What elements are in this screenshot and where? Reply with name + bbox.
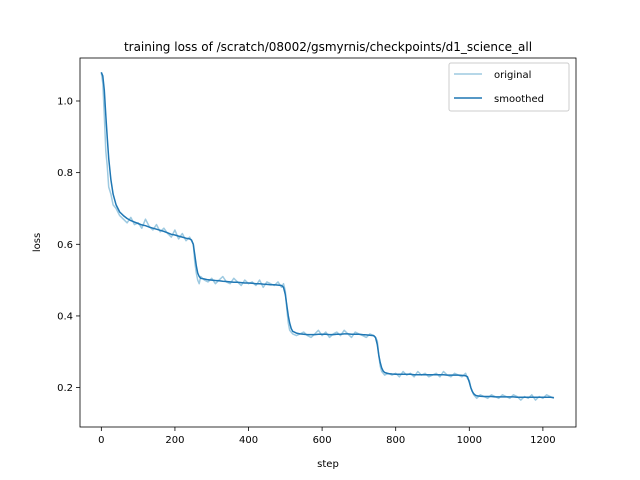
y-axis-label: loss xyxy=(32,233,43,252)
x-axis: 0 200 400 600 800 1000 1200 xyxy=(98,427,556,446)
x-tick-label: 1200 xyxy=(530,435,555,446)
series-line-smoothed xyxy=(100,72,554,399)
y-axis: 0.2 0.4 0.6 0.8 1.0 xyxy=(57,96,80,394)
x-tick-label: 200 xyxy=(165,435,184,446)
y-tick-label: 0.2 xyxy=(57,383,73,394)
x-tick-label: 400 xyxy=(239,435,258,446)
x-tick-label: 1000 xyxy=(457,435,482,446)
chart-title: training loss of /scratch/08002/gsmyrnis… xyxy=(124,40,532,54)
y-tick-label: 1.0 xyxy=(57,96,73,107)
plot-frame xyxy=(79,57,577,428)
y-tick-label: 0.4 xyxy=(57,311,73,322)
y-tick-label: 0.6 xyxy=(57,240,73,251)
y-tick-label: 0.8 xyxy=(57,168,73,179)
x-tick-label: 600 xyxy=(313,435,332,446)
x-tick-label: 800 xyxy=(386,435,405,446)
legend: original smoothed xyxy=(448,62,570,112)
series-line-original xyxy=(100,72,555,401)
legend-original-label: original xyxy=(494,70,531,81)
x-tick-label: 0 xyxy=(98,435,104,446)
legend-smoothed-label: smoothed xyxy=(494,94,544,105)
legend-box xyxy=(448,62,570,112)
plot-area xyxy=(100,72,555,401)
x-axis-label: step xyxy=(317,459,339,470)
